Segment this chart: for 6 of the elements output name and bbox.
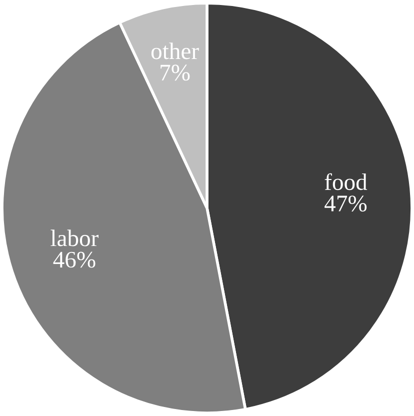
slice-label: other [151, 42, 199, 60]
data-label: 7% [160, 64, 190, 81]
slice-label: food [324, 173, 368, 190]
data-label: 47% [324, 196, 367, 212]
data-label: 46% [53, 252, 96, 268]
slice-label: labor [50, 230, 99, 246]
